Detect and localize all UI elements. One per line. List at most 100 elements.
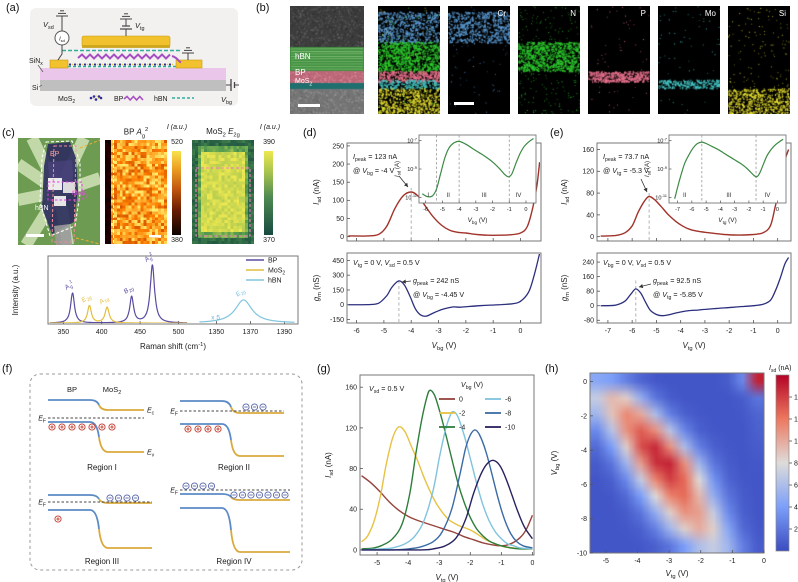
eds-map-mo: Mo [658, 6, 720, 114]
svg-text:Ag2: Ag2 [142, 251, 156, 265]
svg-text:150: 150 [332, 180, 344, 187]
svg-text:0: 0 [353, 547, 357, 554]
svg-text:I: I [427, 192, 429, 199]
svg-text:gm (nS): gm (nS) [312, 274, 323, 301]
svg-text:-7: -7 [675, 207, 680, 213]
band-diagram-region-2: EFRegion II [170, 401, 284, 472]
svg-text:Isd (A): Isd (A) [395, 161, 402, 177]
panel-c-tag: (c) [2, 127, 15, 139]
svg-text:10-9: 10-9 [657, 165, 668, 173]
svg-text:-4: -4 [678, 328, 684, 335]
svg-text:Vbg (V): Vbg (V) [468, 217, 488, 225]
svg-text:MoS2: MoS2 [268, 267, 285, 276]
svg-text:-80: -80 [584, 318, 594, 325]
svg-text:-3: -3 [702, 328, 708, 335]
svg-text:100: 100 [794, 438, 798, 445]
eds-label-mo: Mo [705, 9, 716, 18]
svg-text:80: 80 [349, 466, 357, 473]
svg-text:160: 160 [582, 147, 594, 154]
svg-text:0: 0 [590, 303, 594, 310]
svg-text:Vbg (V): Vbg (V) [461, 380, 483, 391]
svg-text:-5: -5 [440, 207, 445, 213]
svg-text:0: 0 [459, 396, 463, 403]
svg-text:Vtg = 0 V, Vsd = 0.5 V: Vtg = 0 V, Vsd = 0.5 V [353, 258, 420, 269]
svg-text:gpeak = 242 nS: gpeak = 242 nS [413, 276, 459, 287]
svg-text:IV: IV [516, 192, 523, 199]
svg-text:500: 500 [173, 329, 185, 336]
svg-text:0: 0 [590, 234, 594, 241]
raman-map-mos2 [192, 140, 254, 244]
svg-text:-2: -2 [463, 328, 469, 335]
svg-text:Region I: Region I [87, 463, 117, 472]
colorbar2-max: 390 [252, 139, 286, 146]
svg-text:hBN: hBN [268, 277, 282, 284]
svg-text:-6: -6 [505, 396, 511, 403]
svg-text:Vbg (V): Vbg (V) [432, 341, 457, 352]
eds-label-cr: Cr [498, 9, 506, 18]
svg-text:gpeak = 92.5 nS: gpeak = 92.5 nS [653, 276, 701, 287]
transfer-family-chart: 0 40 80 120 160 -5 -4 -3 -2 -1 0 Vtg (V) Isd (nA) Vsd… [317, 363, 540, 582]
svg-text:Isd (nA): Isd (nA) [560, 179, 571, 205]
svg-text:-6: -6 [629, 328, 635, 335]
svg-text:10-11: 10-11 [655, 193, 668, 201]
svg-text:450: 450 [332, 258, 344, 265]
svg-text:1350: 1350 [209, 329, 225, 336]
svg-text:350: 350 [58, 329, 70, 336]
svg-text:-2: -2 [746, 207, 751, 213]
svg-text:40: 40 [349, 507, 357, 514]
svg-text:-5: -5 [704, 207, 709, 213]
svg-text:BP: BP [114, 96, 124, 103]
eds-map-p: P [588, 6, 650, 114]
tem-label-hbn: hBN [295, 52, 311, 61]
svg-text:0: 0 [583, 379, 587, 386]
svg-text:II: II [683, 192, 687, 199]
svg-text:40: 40 [794, 504, 798, 511]
svg-text:-10: -10 [577, 550, 587, 557]
svg-text:Vtg (V): Vtg (V) [718, 217, 736, 225]
e_transfer-svg: 04080120160Isd (nA)Ipeak = 73.7 nA@ Vtg … [549, 127, 798, 360]
svg-text:BP: BP [268, 257, 278, 264]
svg-text:-4: -4 [459, 424, 465, 431]
svg-text:100: 100 [332, 198, 344, 205]
svg-text:-4: -4 [581, 448, 587, 455]
svg-text:@ Vtg = -5.85 V: @ Vtg = -5.85 V [653, 290, 703, 301]
svg-text:-4: -4 [634, 558, 640, 565]
svg-text:EF: EF [170, 409, 178, 418]
svg-text:80: 80 [586, 190, 594, 197]
svg-text:1370: 1370 [243, 329, 259, 336]
svg-text:-4: -4 [718, 207, 723, 213]
svg-text:120: 120 [345, 425, 357, 432]
raman-spectra-chart: 350 400 450 500 1350 1370 1390 Raman shift (cm-… [10, 246, 306, 360]
svg-text:III: III [726, 192, 731, 199]
svg-text:0: 0 [524, 207, 527, 213]
svg-text:Vtg (V): Vtg (V) [665, 569, 688, 580]
svg-text:-5: -5 [603, 558, 609, 565]
svg-text:EF: EF [38, 416, 46, 425]
svg-text:-2: -2 [490, 207, 495, 213]
svg-text:gm (nS): gm (nS) [560, 274, 571, 301]
svg-text:Intensity (a.u.): Intensity (a.u.) [11, 264, 20, 315]
svg-text:A1g: A1g [97, 294, 110, 307]
band-diagram-panel: EF BP MoS2 Ec Ev Region I EF Region II EF Region … [26, 370, 308, 576]
svg-text:Vsd = 0.5 V: Vsd = 0.5 V [369, 384, 404, 395]
svg-text:Ipeak = 73.7 nA: Ipeak = 73.7 nA [603, 152, 649, 163]
svg-text:Region IV: Region IV [216, 557, 252, 566]
tem-cross-section-image: hBN BP MoS2 [290, 6, 364, 114]
svg-text:@ Vbg = -4.45 V: @ Vbg = -4.45 V [413, 290, 464, 301]
svg-text:120: 120 [794, 416, 798, 423]
svg-text:-6: -6 [581, 482, 587, 489]
svg-text:160: 160 [582, 274, 594, 281]
svg-text:300: 300 [332, 273, 344, 280]
panel-b-tag: (b) [256, 2, 269, 14]
svg-text:E2g: E2g [80, 293, 93, 305]
band-diagrams-svg: EFBP MoS2EcEvRegion IEFRegion IIEFRegion … [26, 370, 308, 576]
svg-text:Isd: Isd [59, 36, 65, 43]
svg-text:400: 400 [96, 329, 108, 336]
svg-text:60: 60 [794, 482, 798, 489]
svg-text:hBN: hBN [154, 96, 168, 103]
svg-text:40: 40 [586, 212, 594, 219]
colorbar2-min: 370 [252, 237, 286, 244]
svg-text:1390: 1390 [277, 329, 293, 336]
svg-text:0: 0 [776, 207, 779, 213]
panel-a-tag: (a) [6, 2, 19, 14]
